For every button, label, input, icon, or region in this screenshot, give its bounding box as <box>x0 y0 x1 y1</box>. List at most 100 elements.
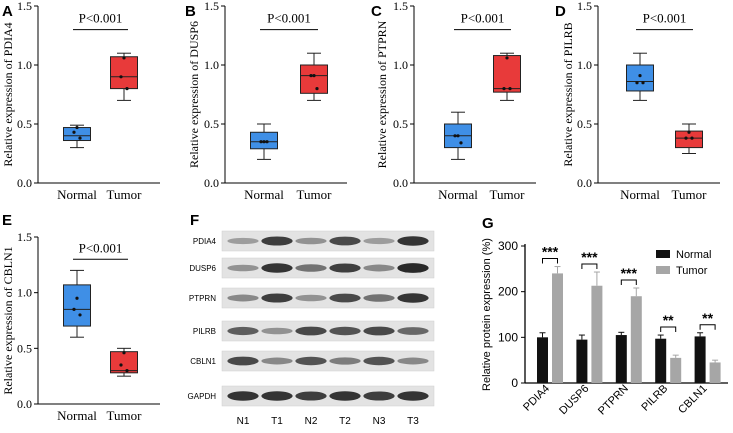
bar-normal-pilrb <box>655 338 667 383</box>
blot-band <box>227 326 259 336</box>
data-point <box>505 56 509 60</box>
data-point <box>456 134 460 138</box>
data-point <box>78 136 82 140</box>
box-normal <box>626 64 654 92</box>
bar-chart-protein-expression: 0 100 200 300 Relative protein expression (%… <box>481 238 728 417</box>
significance-stars: *** <box>581 249 598 265</box>
blot-band <box>227 294 259 302</box>
y-tick-label: 0.0 <box>393 176 408 190</box>
data-point <box>508 87 512 91</box>
blot-strip-pilrb <box>221 320 435 342</box>
blot-band <box>261 357 293 365</box>
panel-letter-B: B <box>185 3 196 20</box>
box-tumor <box>300 64 328 94</box>
y-tick-label: 100 <box>498 330 518 344</box>
blot-band <box>295 326 327 336</box>
blot-band <box>261 293 293 303</box>
blot-band <box>295 356 327 366</box>
blot-lane-label: N2 <box>305 416 318 427</box>
bar-tumor-pilrb <box>670 357 682 383</box>
x-category-label: Tumor <box>672 187 708 202</box>
x-category-label: CBLN1 <box>676 383 710 417</box>
x-category-label: Tumor <box>107 187 143 202</box>
bar-normal-cbln1 <box>694 336 706 383</box>
x-category-label: Tumor <box>490 187 526 202</box>
blot-band <box>363 356 395 366</box>
blot-band <box>329 326 361 336</box>
data-point <box>122 56 126 60</box>
legend-label: Tumor <box>676 265 708 277</box>
data-point <box>122 351 126 355</box>
y-tick-label: 0.5 <box>577 117 592 131</box>
y-tick-label: 1.5 <box>577 0 592 13</box>
y-axis-label: Relative expression of DUSP6 <box>187 21 201 168</box>
blot-band <box>261 263 293 273</box>
data-point <box>75 125 79 130</box>
blot-band <box>363 237 395 245</box>
box-normal <box>63 127 91 142</box>
blot-row-label: PILRB <box>193 327 216 336</box>
data-point <box>125 369 129 373</box>
y-tick-label: 0.0 <box>204 176 219 190</box>
data-point <box>684 136 688 140</box>
data-point <box>265 140 269 144</box>
blot-lane-label: N1 <box>237 416 250 427</box>
panel-letter-F: F <box>190 212 199 229</box>
y-tick-label: 1.0 <box>17 58 32 72</box>
blot-band <box>363 264 395 272</box>
blot-band <box>295 264 327 272</box>
blot-row-label: DUSP6 <box>189 264 216 273</box>
blot-row-label: GAPDH <box>188 392 217 401</box>
x-category-label: Normal <box>620 187 660 202</box>
bar-normal-pdia4 <box>537 337 548 383</box>
significance-bracket <box>542 258 558 264</box>
data-point <box>641 81 645 85</box>
p-value-label: P<0.001 <box>79 11 123 26</box>
y-axis-label: Relative expression of PDIA4 <box>1 22 15 166</box>
y-tick-label: 1.5 <box>17 230 32 244</box>
data-point <box>315 87 319 91</box>
x-category-label: Normal <box>57 408 97 423</box>
data-point <box>119 363 123 367</box>
blot-band <box>329 391 361 401</box>
box-tumor <box>493 55 521 93</box>
y-axis-label: Relative expression of PTPRN <box>375 20 389 168</box>
data-point <box>262 140 266 144</box>
blot-band <box>397 327 429 335</box>
blot-band <box>363 391 395 401</box>
x-category-label: Tumor <box>107 408 143 423</box>
legend-swatch-tumor <box>656 266 670 274</box>
blot-band <box>397 357 429 365</box>
blot-band <box>227 391 259 401</box>
data-point <box>635 81 639 85</box>
y-tick-label: 1.5 <box>393 0 408 13</box>
bar-normal-dusp6 <box>576 339 588 383</box>
blot-strip-gapdh <box>221 385 435 407</box>
x-category-label: PTPRN <box>596 383 631 418</box>
p-value-label: P<0.001 <box>267 11 311 26</box>
y-tick-label: 1.0 <box>393 58 408 72</box>
y-tick-label: 1.0 <box>204 58 219 72</box>
y-tick-label: 1.0 <box>577 58 592 72</box>
blot-band <box>397 391 429 401</box>
y-tick-label: 0.0 <box>17 397 32 411</box>
panel-letter-E: E <box>2 212 12 229</box>
data-point <box>459 141 463 145</box>
blot-row-label: PDIA4 <box>193 237 217 246</box>
x-category-label: Normal <box>438 187 478 202</box>
blot-row-label: CBLN1 <box>190 357 216 366</box>
blot-band <box>295 237 327 245</box>
data-point <box>687 130 691 134</box>
box-tumor <box>110 351 138 374</box>
data-point <box>312 74 316 78</box>
legend-label: Normal <box>676 249 711 261</box>
blot-band <box>397 263 429 273</box>
blot-band <box>227 356 259 366</box>
bar-tumor-dusp6 <box>591 285 603 383</box>
p-value-label: P<0.001 <box>643 11 687 26</box>
blot-band <box>397 236 429 246</box>
x-category-label: DUSP6 <box>557 383 591 417</box>
data-point <box>309 74 313 78</box>
panel-letter-A: A <box>2 3 13 20</box>
